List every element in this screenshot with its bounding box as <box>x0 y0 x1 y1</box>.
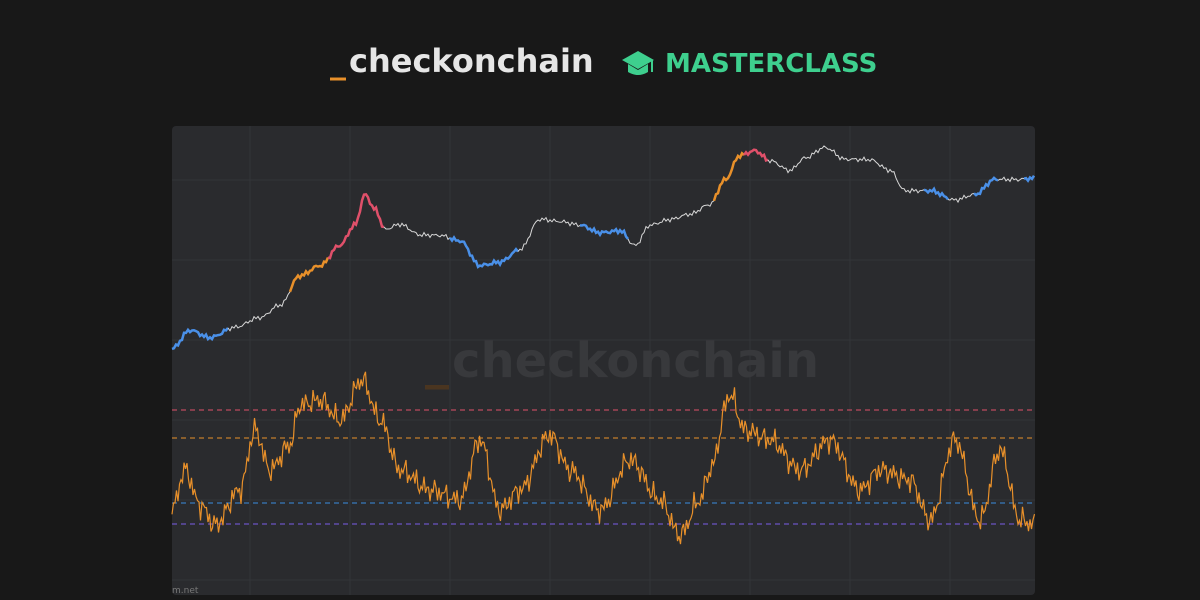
price-line <box>171 327 229 351</box>
price-line <box>627 200 715 247</box>
badge: MASTERCLASS <box>665 49 877 79</box>
price-line <box>712 151 745 202</box>
grid <box>172 126 1035 595</box>
price-line <box>383 222 451 241</box>
watermark-prefix: _ <box>425 334 449 390</box>
chart-lines <box>171 145 1036 545</box>
price-line <box>997 176 1025 183</box>
chart-panel: _ checkonchain m.net <box>171 126 1036 596</box>
brand-name: checkonchain <box>349 42 594 80</box>
price-line <box>742 148 769 162</box>
price-line <box>288 257 330 293</box>
price-line <box>923 186 949 201</box>
price-line <box>579 223 629 240</box>
brand-prefix: _ <box>330 43 346 81</box>
price-line <box>227 291 291 332</box>
watermark: checkonchain <box>452 333 819 389</box>
price-line <box>448 235 519 269</box>
price-line <box>973 176 999 197</box>
oscillator-line <box>171 371 1036 545</box>
price-line <box>767 145 925 194</box>
price-line <box>517 216 581 252</box>
price-line <box>327 192 385 260</box>
price-line <box>947 192 975 204</box>
graduation-cap-icon <box>622 51 654 75</box>
source: m.net <box>172 586 199 596</box>
panel-background <box>172 126 1035 595</box>
price-line <box>1023 175 1036 183</box>
